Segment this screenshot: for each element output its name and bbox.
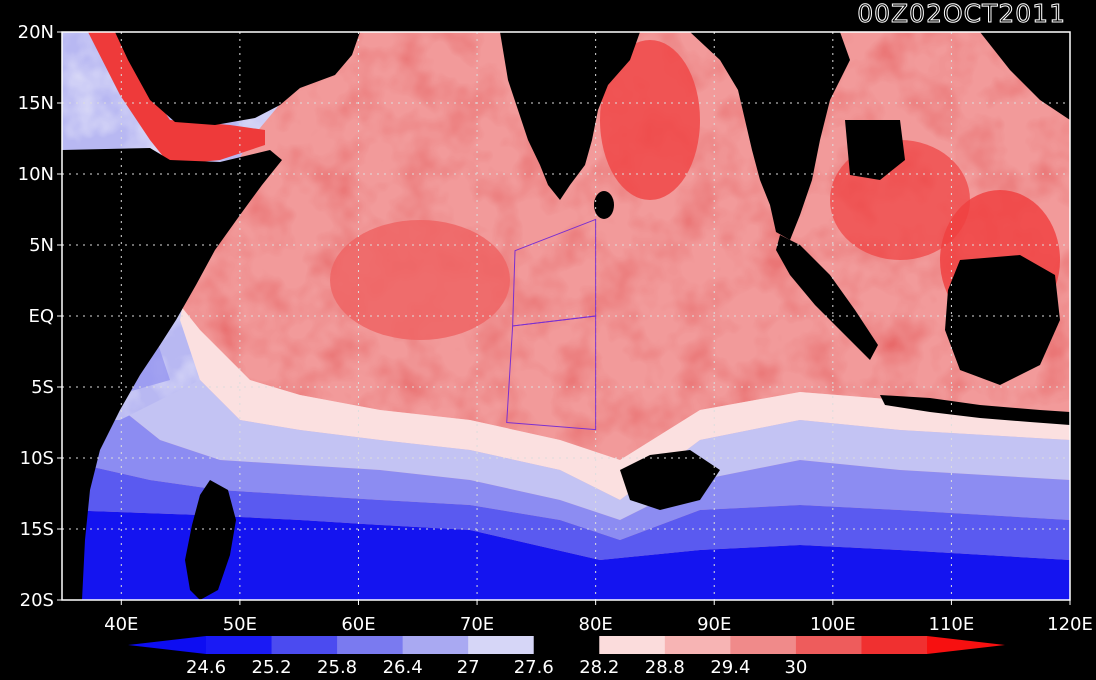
land-masses bbox=[62, 32, 1070, 600]
colorbar-segment bbox=[664, 636, 731, 654]
lon-label-80E: 80E bbox=[579, 614, 613, 635]
java bbox=[880, 395, 1070, 425]
map-title: 00Z02OCT2011 bbox=[857, 0, 1066, 28]
lon-label-50E: 50E bbox=[223, 614, 257, 635]
colorbar-segment bbox=[206, 636, 273, 654]
colorbar-arrow-low bbox=[128, 636, 206, 654]
analysis-box bbox=[506, 218, 597, 431]
colorbar bbox=[128, 636, 1005, 654]
arabian-peninsula bbox=[115, 32, 360, 125]
colorbar-label: 25.8 bbox=[317, 657, 357, 678]
colorbar-arrow-high bbox=[927, 636, 1005, 654]
lon-label-40E: 40E bbox=[104, 614, 138, 635]
lon-label-90E: 90E bbox=[697, 614, 731, 635]
lat-label-15S: 15S bbox=[20, 519, 54, 540]
colorbar-label: 28.2 bbox=[579, 657, 619, 678]
lon-label-110E: 110E bbox=[929, 614, 975, 635]
latitude-labels: 20N 15N 10N 5N EQ 5S 10S 15S 20S bbox=[18, 22, 62, 611]
colorbar-label: 24.6 bbox=[186, 657, 226, 678]
lon-label-100E: 100E bbox=[810, 614, 856, 635]
lon-label-120E: 120E bbox=[1047, 614, 1093, 635]
colorbar-labels: 24.6 25.2 25.8 26.4 27 27.6 28.2 28.8 29.4 30 bbox=[186, 657, 807, 678]
africa bbox=[62, 148, 282, 600]
madagascar bbox=[185, 480, 236, 600]
map-gridlines bbox=[62, 32, 1070, 600]
lat-label-20N: 20N bbox=[18, 22, 54, 43]
colorbar-segment bbox=[730, 636, 797, 654]
lat-label-5N: 5N bbox=[29, 235, 54, 256]
colorbar-segment bbox=[533, 636, 600, 654]
sumatra bbox=[776, 235, 878, 360]
colorbar-segment bbox=[861, 636, 928, 654]
colorbar-label: 29.4 bbox=[710, 657, 750, 678]
sri-lanka bbox=[594, 191, 614, 219]
colorbar-label: 27.6 bbox=[514, 657, 554, 678]
lat-label-15N: 15N bbox=[18, 93, 54, 114]
colorbar-segment bbox=[468, 636, 535, 654]
lat-label-10N: 10N bbox=[18, 164, 54, 185]
lat-label-10S: 10S bbox=[20, 448, 54, 469]
southeast-asia bbox=[690, 32, 850, 240]
colorbar-segment bbox=[599, 636, 666, 654]
lat-label-EQ: EQ bbox=[28, 306, 54, 327]
colorbar-label: 25.2 bbox=[252, 657, 292, 678]
lat-label-5S: 5S bbox=[31, 377, 54, 398]
borneo bbox=[945, 255, 1060, 385]
lon-label-60E: 60E bbox=[341, 614, 375, 635]
colorbar-label: 27 bbox=[457, 657, 480, 678]
lat-label-20S: 20S bbox=[20, 590, 54, 611]
longitude-labels: 40E 50E 60E 70E 80E 90E 100E 110E 120E bbox=[104, 600, 1093, 635]
colorbar-segment bbox=[271, 636, 338, 654]
map-plot-area bbox=[62, 32, 1070, 600]
colorbar-segment bbox=[795, 636, 862, 654]
analysis-box-south bbox=[506, 315, 597, 431]
colorbar-label: 30 bbox=[784, 657, 807, 678]
colorbar-segment bbox=[337, 636, 404, 654]
colorbar-label: 28.8 bbox=[645, 657, 685, 678]
lon-label-70E: 70E bbox=[460, 614, 494, 635]
colorbar-segment bbox=[402, 636, 469, 654]
colorbar-label: 26.4 bbox=[383, 657, 423, 678]
india bbox=[500, 32, 640, 200]
